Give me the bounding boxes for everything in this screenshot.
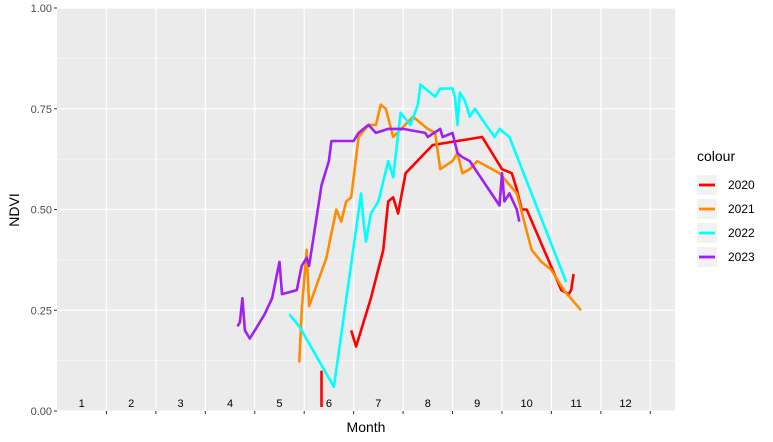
y-axis-title: NDVI [6,193,22,226]
series-line-2023 [236,123,521,340]
series-line-2020 [349,135,575,348]
y-tick-label: 0.50 [31,205,52,217]
month-label-4: 4 [227,398,233,410]
x-axis-title: Month [347,419,386,435]
month-label-9: 9 [474,398,480,410]
month-label-7: 7 [375,398,381,410]
major-gridlines [57,7,675,412]
legend-label-2021: 2021 [728,202,755,216]
y-tick-label: 0.00 [31,406,52,418]
y-tick-label: 0.75 [31,104,52,116]
month-labels: 1 2 3 4 5 6 7 8 9 10 11 12 [79,398,632,410]
month-label-8: 8 [425,398,431,410]
month-label-3: 3 [178,398,184,410]
y-tick-label: 1.00 [31,3,52,15]
legend-label-2023: 2023 [728,250,755,264]
y-axis-ticks: 0.00 0.25 0.50 0.75 1.00 [31,3,57,418]
x-axis-ticks [105,411,651,414]
minor-gridlines [57,58,675,361]
y-tick-label: 0.25 [31,305,52,317]
legend-title: colour [697,148,735,164]
month-label-1: 1 [79,398,85,410]
legend-items: 2020 2021 2022 2023 [697,175,755,267]
month-label-5: 5 [276,398,282,410]
month-label-6: 6 [326,398,332,410]
month-label-12: 12 [619,398,631,410]
legend: colour 2020 2021 2022 2023 [697,148,755,267]
series-lines [236,83,583,407]
legend-label-2020: 2020 [728,178,755,192]
legend-label-2022: 2022 [728,226,755,240]
month-label-10: 10 [521,398,533,410]
month-label-11: 11 [570,398,581,410]
month-label-2: 2 [128,398,134,410]
series-line-2022 [288,83,568,389]
